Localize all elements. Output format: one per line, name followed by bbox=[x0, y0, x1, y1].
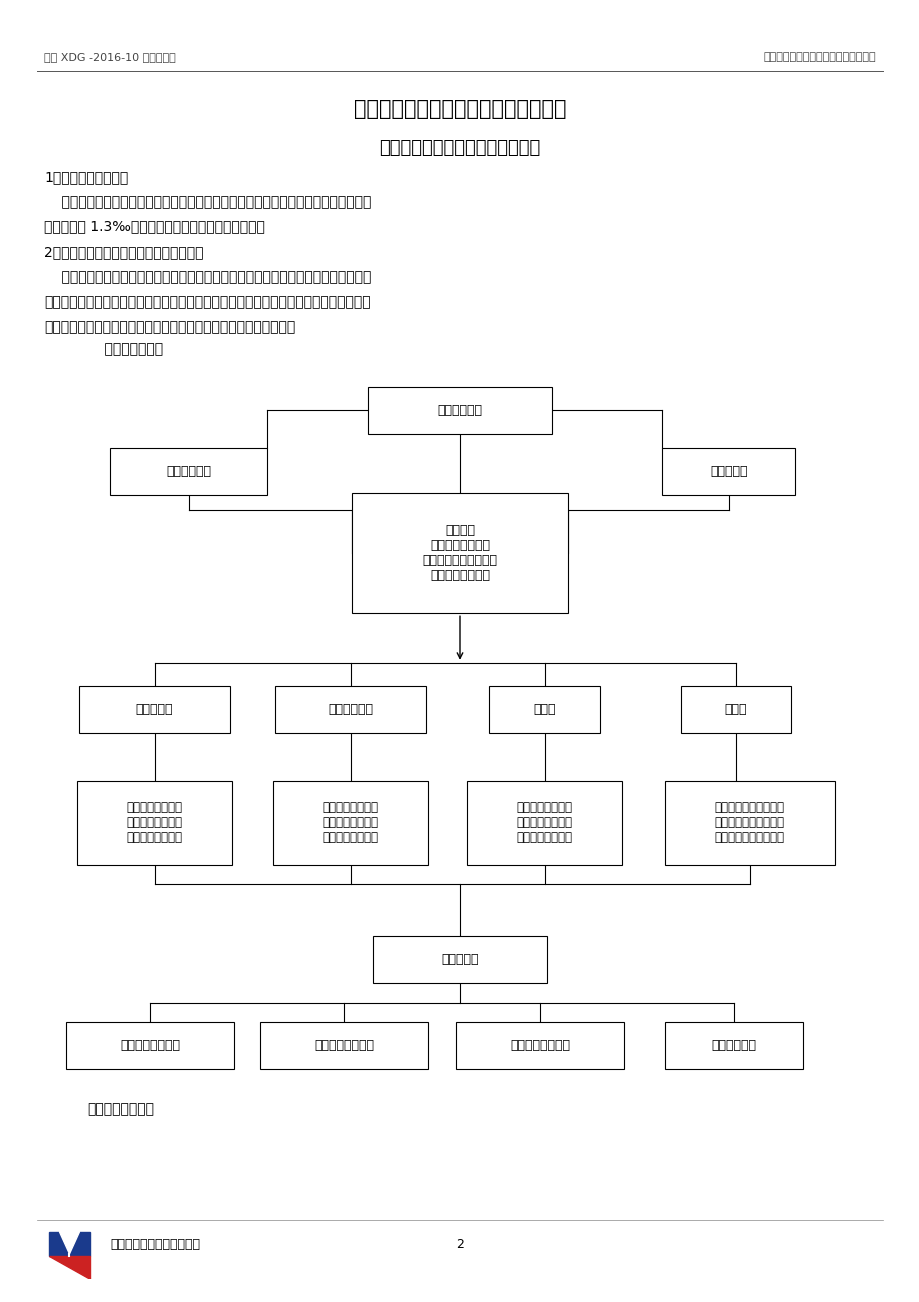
Text: 各施工班组: 各施工班组 bbox=[441, 953, 478, 966]
Text: 无锡 XDG -2016-10 号地块工程: 无锡 XDG -2016-10 号地块工程 bbox=[44, 52, 176, 62]
Text: 在本工程施工的全过程中，安全生产管理目标，必须保证无重大伤亡事故，一般事故: 在本工程施工的全过程中，安全生产管理目标，必须保证无重大伤亡事故，一般事故 bbox=[44, 195, 371, 208]
Text: 1、安全生产管理目标: 1、安全生产管理目标 bbox=[44, 171, 129, 184]
Text: 项目工程师: 项目工程师 bbox=[136, 703, 173, 716]
Text: 编制安全技术措施
安全设施设备验收
特殊施工安全交底: 编制安全技术措施 安全设施设备验收 特殊施工安全交底 bbox=[127, 801, 182, 845]
Text: 施工现场安全管理网络及安全技术措施: 施工现场安全管理网络及安全技术措施 bbox=[354, 99, 565, 120]
Text: 安全管理网络图：: 安全管理网络图： bbox=[87, 1103, 154, 1116]
Bar bbox=[274, 686, 426, 733]
Bar bbox=[664, 781, 834, 865]
Bar bbox=[79, 686, 230, 733]
Text: 安全员: 安全员 bbox=[533, 703, 555, 716]
Text: 职能安监部门: 职能安监部门 bbox=[437, 404, 482, 417]
Text: 在政府及职能部门的领导监督下，建立以项目经理为首的安全生产组织机构，使整个施工: 在政府及职能部门的领导监督下，建立以项目经理为首的安全生产组织机构，使整个施工 bbox=[44, 296, 370, 309]
Bar bbox=[680, 686, 790, 733]
Text: 机电设备检查保养维修
机电安全使用制度落实
起重电焊班组安全教育: 机电设备检查保养维修 机电安全使用制度落实 起重电焊班组安全教育 bbox=[714, 801, 784, 845]
Text: 项目经理
制定安全管理制度
监督指导安全措施落实
落实安全奖惩工作: 项目经理 制定安全管理制度 监督指导安全措施落实 落实安全奖惩工作 bbox=[422, 525, 497, 582]
Bar bbox=[259, 1022, 427, 1069]
Bar bbox=[77, 781, 232, 865]
Text: 2、安全生产管理保证体系及安全管理网络: 2、安全生产管理保证体系及安全管理网络 bbox=[44, 246, 203, 259]
Text: 过程形成从上到下，人人负责，层层落实的安全生产管理保证体系：: 过程形成从上到下，人人负责，层层落实的安全生产管理保证体系： bbox=[44, 320, 295, 333]
Text: 加强自我保护意识: 加强自我保护意识 bbox=[313, 1039, 374, 1052]
Bar bbox=[352, 493, 568, 613]
Text: 安全检查监督整改
职工违章教育处理
安全资料台帐积累: 安全检查监督整改 职工违章教育处理 安全资料台帐积累 bbox=[516, 801, 572, 845]
Text: 确保安全生产，管理组织管理体系必须健全，切实加强施工过程中安全生产的领导，: 确保安全生产，管理组织管理体系必须健全，切实加强施工过程中安全生产的领导， bbox=[44, 271, 371, 284]
Text: 机管员: 机管员 bbox=[724, 703, 746, 716]
Text: 遵守安全生产纪律: 遵守安全生产纪律 bbox=[119, 1039, 180, 1052]
Bar bbox=[489, 686, 599, 733]
Text: 施工现场安全管理网络及安全技术措施: 施工现场安全管理网络及安全技术措施 bbox=[763, 52, 875, 62]
Bar bbox=[456, 1022, 623, 1069]
Text: 一、安全生产管理目标及管理体系: 一、安全生产管理目标及管理体系 bbox=[379, 139, 540, 158]
Bar bbox=[368, 387, 551, 434]
Bar bbox=[66, 1022, 234, 1069]
Text: 监理工程师: 监理工程师 bbox=[709, 465, 746, 478]
Bar bbox=[467, 781, 621, 865]
Text: 遵守各项制度: 遵守各项制度 bbox=[711, 1039, 755, 1052]
Bar bbox=[372, 936, 547, 983]
Text: 项目生产经理: 项目生产经理 bbox=[328, 703, 372, 716]
Text: 频率控制在 1.3‰以内，杜绝重伤及伤亡事故的发生。: 频率控制在 1.3‰以内，杜绝重伤及伤亡事故的发生。 bbox=[44, 220, 265, 233]
Bar bbox=[662, 448, 794, 495]
Text: 听从管理人员指挥: 听从管理人员指挥 bbox=[509, 1039, 570, 1052]
Bar bbox=[664, 1022, 802, 1069]
Bar bbox=[273, 781, 427, 865]
Text: 施工生产安全交底
施工过程安全监督
各班组的安全教育: 施工生产安全交底 施工过程安全监督 各班组的安全教育 bbox=[323, 801, 378, 845]
Text: 业主现场代表: 业主现场代表 bbox=[166, 465, 210, 478]
Text: 2: 2 bbox=[456, 1238, 463, 1251]
Text: 南通华新建工集团有限公司: 南通华新建工集团有限公司 bbox=[110, 1238, 200, 1251]
Text: 安全保证体系：: 安全保证体系： bbox=[87, 342, 164, 355]
Bar bbox=[110, 448, 267, 495]
